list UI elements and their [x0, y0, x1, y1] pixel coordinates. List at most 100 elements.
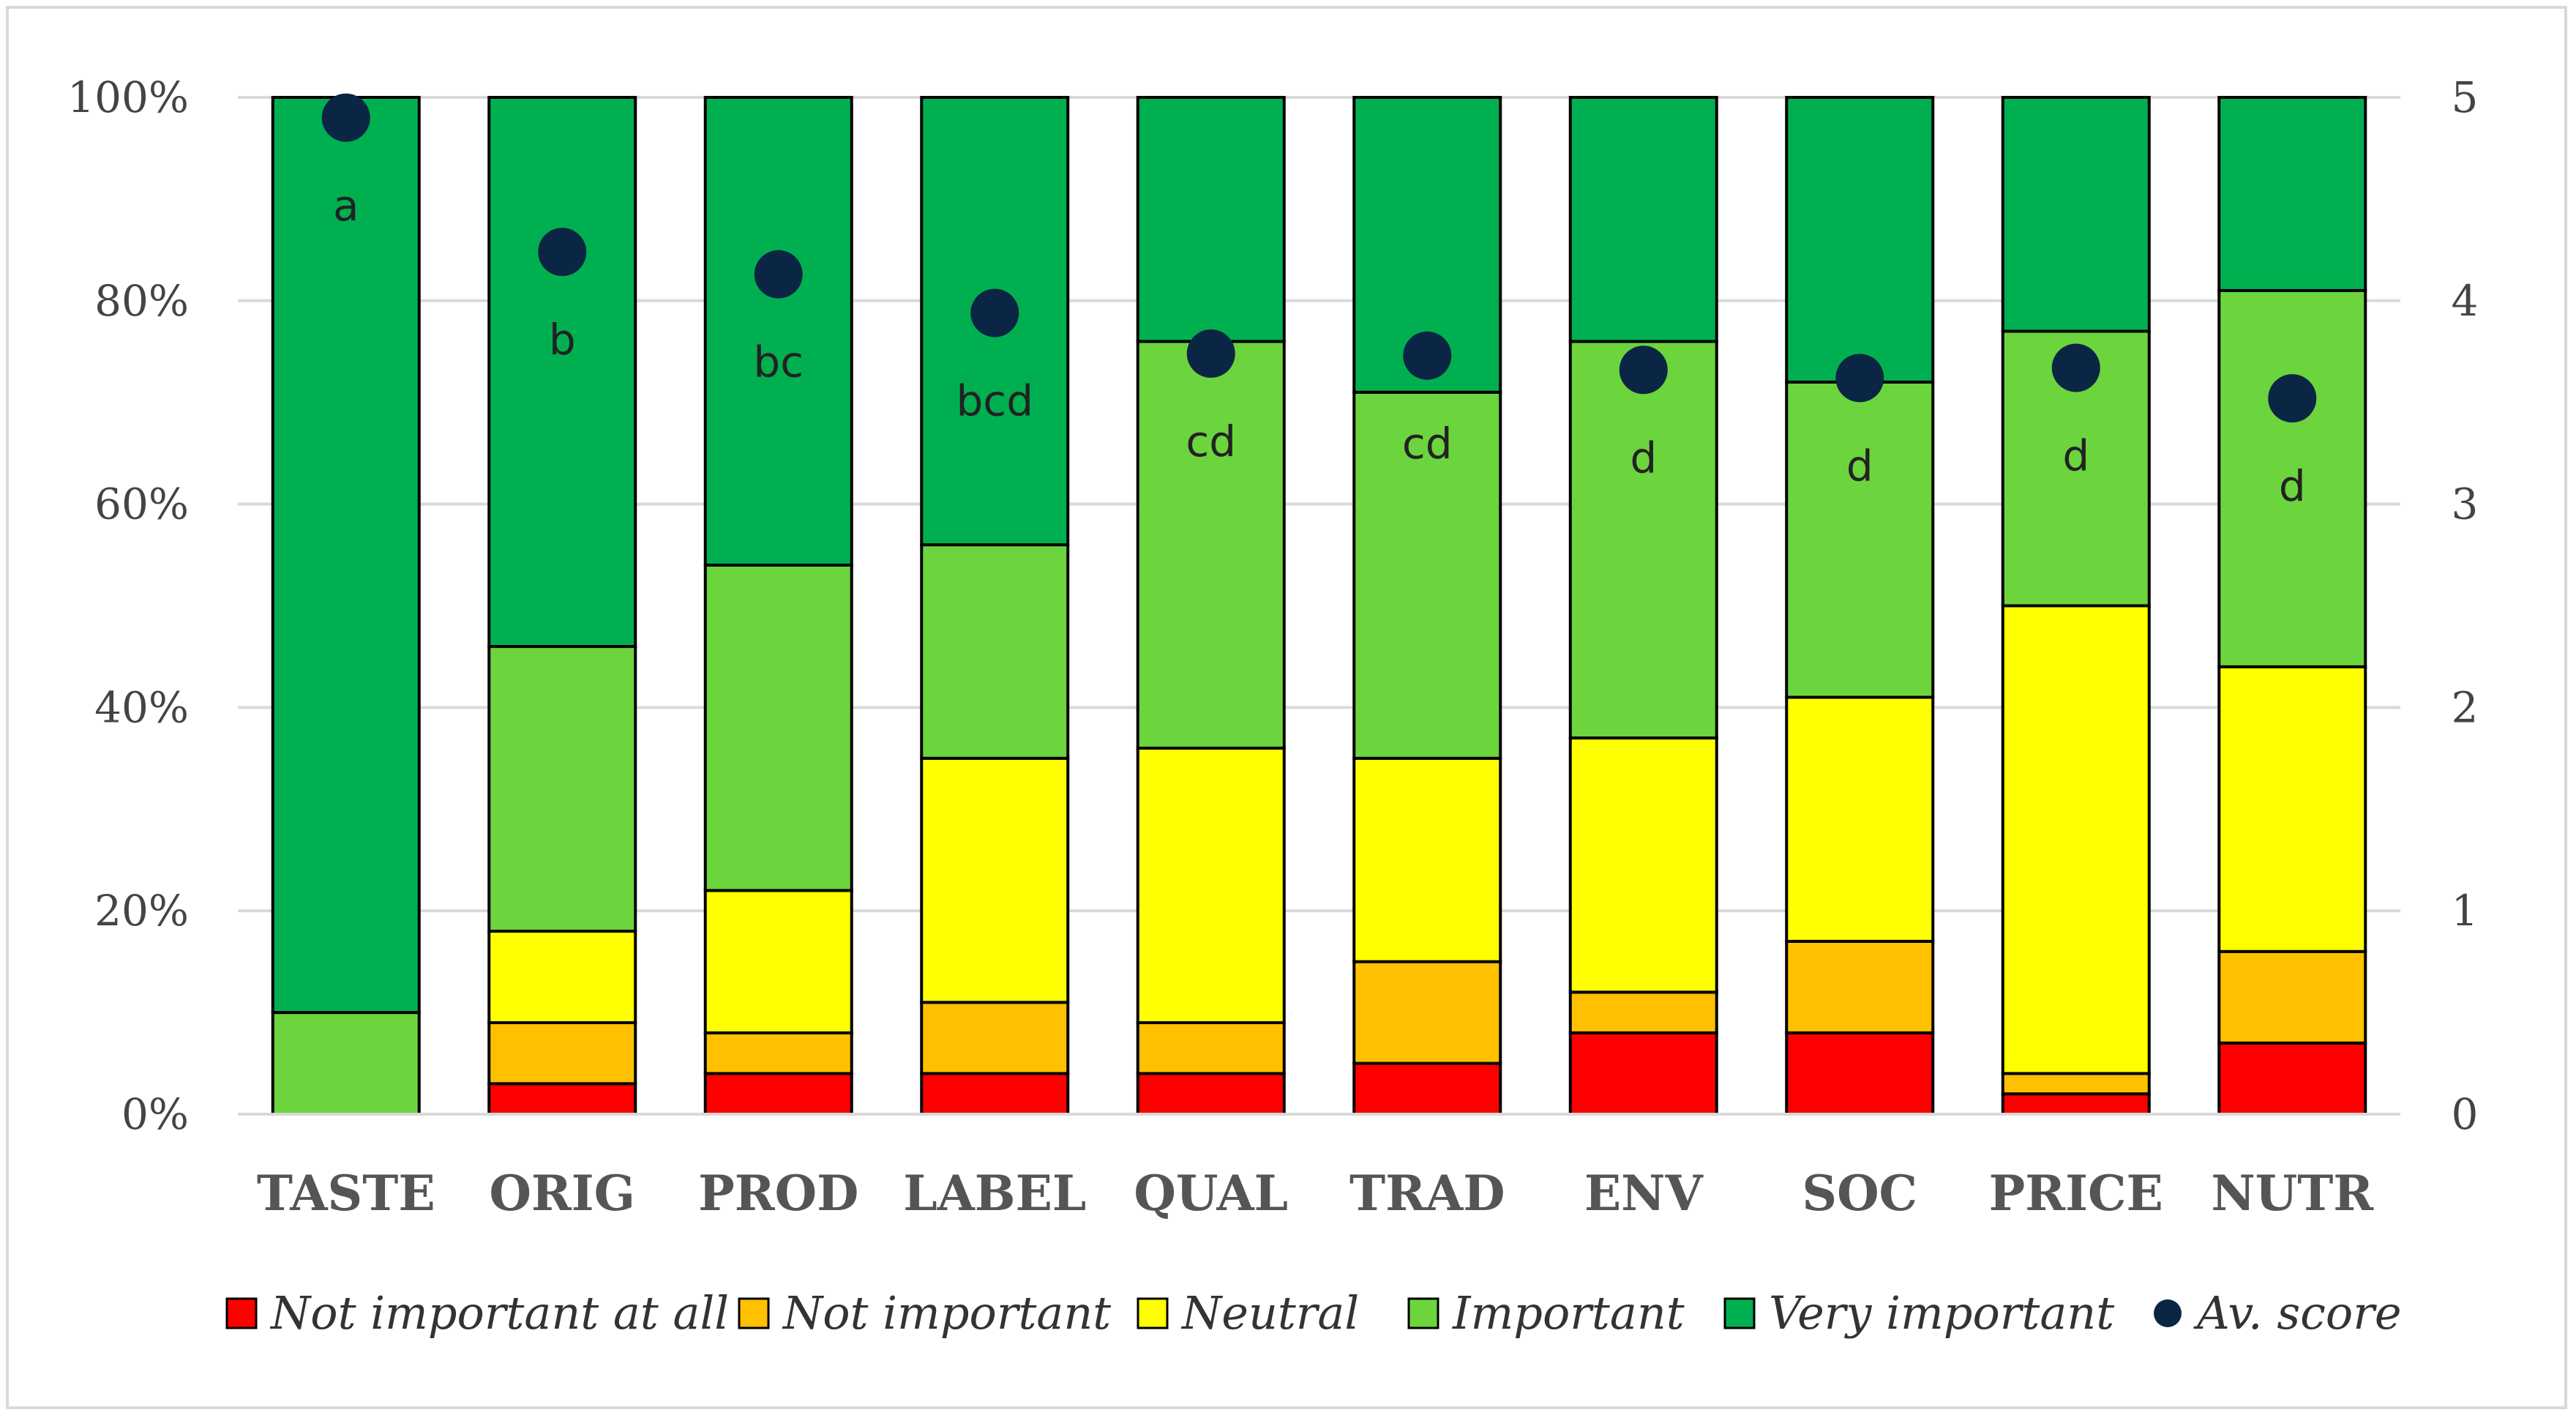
x-tick-label: PROD	[698, 1165, 858, 1222]
significance-label: d	[1846, 441, 1873, 490]
av-score-point	[2268, 374, 2317, 423]
bar-segment-prod-very-important	[703, 96, 853, 567]
bar-segment-qual-very-important	[1136, 96, 1286, 343]
legend-label-not-important-at-all: Not important at all	[269, 1286, 729, 1340]
significance-label: bcd	[956, 376, 1033, 425]
bar-segment-prod-neutral	[703, 889, 853, 1034]
significance-label: cd	[1186, 417, 1236, 466]
bar-segment-trad-neutral	[1352, 756, 1502, 963]
x-tick-label: ENV	[1584, 1165, 1704, 1222]
y-right-tick-label: 2	[2452, 682, 2479, 732]
bar-segment-price-very-important	[2001, 96, 2151, 333]
bar-segment-taste-very-important	[271, 96, 421, 1015]
legend-label-av-score: Av. score	[2193, 1286, 2402, 1340]
bar-segment-soc-not-important-at-all	[1785, 1031, 1935, 1116]
av-score-points: a b bc bcd cd cd d d d d	[321, 93, 2317, 511]
y-left-tick-label: 80%	[94, 276, 189, 326]
bar-segment-taste-important	[271, 1011, 421, 1116]
significance-label: d	[1630, 433, 1657, 482]
av-score-point	[1619, 346, 1668, 395]
bar-segment-trad-not-important-at-all	[1352, 1061, 1502, 1116]
x-tick-label: ORIG	[489, 1165, 635, 1222]
significance-label: cd	[1402, 419, 1453, 469]
bar-segment-qual-not-important-at-all	[1136, 1072, 1286, 1116]
y-right-tick-label: 4	[2452, 276, 2479, 326]
x-tick-label: TRAD	[1349, 1165, 1505, 1222]
bar-segment-env-not-important	[1568, 990, 1718, 1034]
bar-segment-orig-very-important	[487, 96, 637, 649]
bar-segment-env-not-important-at-all	[1568, 1031, 1718, 1116]
y-right-tick-label: 1	[2452, 886, 2479, 936]
bar-segment-price-neutral	[2001, 604, 2151, 1075]
bar-segment-qual-important	[1136, 340, 1286, 750]
legend-swatch-av-score	[2154, 1299, 2182, 1327]
av-score-point	[1835, 354, 1884, 403]
significance-label: d	[2062, 430, 2089, 480]
y-left-tick-label: 20%	[94, 886, 189, 936]
y-right-tick-label: 5	[2452, 72, 2479, 122]
y-left-tick-label: 40%	[94, 682, 189, 732]
bar-segment-nutr-very-important	[2217, 96, 2367, 292]
av-score-point	[538, 228, 587, 277]
axes: 0% 20% 40% 60% 80% 100% 0 1 2 3 4 5 TASTE ORIG PROD LAB…	[67, 72, 2478, 1222]
bar-segment-env-neutral	[1568, 736, 1718, 994]
av-score-point	[321, 93, 370, 142]
bar-segment-soc-neutral	[1785, 695, 1935, 943]
bar-segment-soc-not-important	[1785, 939, 1935, 1034]
bar-segment-orig-neutral	[487, 929, 637, 1024]
legend-swatch-not-important-at-all	[225, 1297, 258, 1329]
bar-segment-prod-important	[703, 563, 853, 892]
bar-segment-nutr-neutral	[2217, 665, 2367, 953]
significance-label: d	[2279, 461, 2306, 511]
x-tick-label: QUAL	[1134, 1165, 1288, 1222]
av-score-point	[754, 250, 803, 299]
legend-label-important: Important	[1452, 1286, 1685, 1340]
av-score-point	[970, 288, 1019, 337]
legend-swatch-not-important	[738, 1297, 770, 1329]
bar-segment-orig-not-important-at-all	[487, 1082, 637, 1116]
bar-segment-env-important	[1568, 340, 1718, 740]
av-score-point	[2051, 343, 2100, 392]
significance-label: b	[549, 315, 576, 365]
bar-segment-label-important	[920, 543, 1070, 760]
bar-segment-trad-important	[1352, 390, 1502, 760]
x-tick-label: NUTR	[2211, 1165, 2374, 1222]
bar-segment-nutr-not-important-at-all	[2217, 1041, 2367, 1116]
bar-segment-label-not-important-at-all	[920, 1072, 1070, 1116]
bars	[271, 96, 2367, 1116]
bar-segment-qual-neutral	[1136, 746, 1286, 1024]
bar-segment-nutr-important	[2217, 288, 2367, 668]
legend-swatch-very-important	[1723, 1297, 1756, 1329]
bar-segment-label-not-important	[920, 1001, 1070, 1075]
bar-segment-orig-not-important	[487, 1020, 637, 1086]
bar-segment-price-not-important-at-all	[2001, 1092, 2151, 1116]
bar-segment-nutr-not-important	[2217, 949, 2367, 1045]
bar-segment-prod-not-important-at-all	[703, 1072, 853, 1116]
bar-segment-label-neutral	[920, 756, 1070, 1004]
legend: Not important at all Not important Neutral…	[225, 1286, 2402, 1340]
bar-segment-trad-not-important	[1352, 960, 1502, 1065]
x-tick-label: PRICE	[1989, 1165, 2163, 1222]
bar-segment-qual-not-important	[1136, 1020, 1286, 1075]
bar-segment-price-not-important	[2001, 1072, 2151, 1096]
y-right-tick-label: 0	[2452, 1089, 2479, 1139]
legend-label-neutral: Neutral	[1180, 1286, 1359, 1340]
x-tick-label: SOC	[1802, 1165, 1917, 1222]
y-left-tick-label: 0%	[121, 1089, 189, 1139]
legend-label-not-important: Not important	[782, 1286, 1111, 1340]
x-tick-label: LABEL	[903, 1165, 1086, 1222]
y-right-tick-label: 3	[2452, 479, 2479, 529]
bar-segment-env-very-important	[1568, 96, 1718, 343]
significance-label: a	[333, 181, 359, 231]
av-score-point	[1186, 329, 1235, 378]
legend-label-very-important: Very important	[1769, 1286, 2114, 1340]
legend-swatch-neutral	[1137, 1297, 1169, 1329]
x-tick-label: TASTE	[257, 1165, 435, 1222]
bar-segment-orig-important	[487, 645, 637, 933]
significance-label: bc	[753, 337, 804, 387]
bar-segment-prod-not-important	[703, 1031, 853, 1075]
bar-segment-soc-very-important	[1785, 96, 1935, 384]
y-left-tick-label: 60%	[94, 479, 189, 529]
av-score-point	[1403, 331, 1452, 380]
